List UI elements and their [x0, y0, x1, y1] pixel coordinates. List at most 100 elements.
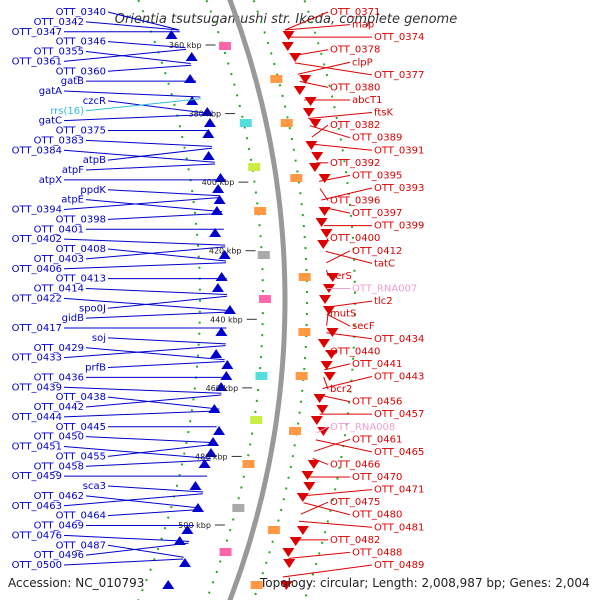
plus-strand-gene: [310, 416, 323, 425]
feature-block: [280, 119, 293, 127]
leader-line: [85, 98, 201, 112]
plus-strand-gene: [303, 482, 316, 491]
plus-strand-gene: [320, 229, 333, 238]
right-gene-label: OTT_RNA007: [352, 284, 417, 295]
leader-line: [312, 457, 329, 465]
leader-line: [63, 446, 211, 459]
right-gene-label: OTT_0441: [352, 359, 402, 370]
tick-label: 420 kbp: [209, 247, 242, 256]
left-gene-label: atpX: [39, 175, 62, 186]
plus-strand-gene: [280, 581, 293, 590]
leader-line: [107, 11, 180, 31]
feature-block: [257, 251, 270, 259]
left-gene-label: OTT_0469: [34, 521, 84, 532]
plus-strand-gene: [317, 240, 330, 249]
plus-strand-gene: [318, 174, 331, 183]
minus-strand-gene: [185, 52, 198, 61]
position-ticks: 360 kbp 380 kbp 400 kbp 420 kbp 440 kbp 460 k…: [169, 41, 257, 530]
leader-line: [85, 311, 227, 319]
minus-strand-gene: [178, 558, 191, 567]
right-gene-label: OTT_0440: [330, 346, 380, 357]
leader-line: [63, 238, 226, 246]
plus-strand-gene: [301, 471, 314, 480]
feature-block: [298, 328, 311, 336]
plus-strand-gene: [305, 141, 318, 150]
leader-line: [282, 564, 373, 578]
right-gene-label: OTT_0397: [352, 208, 402, 219]
backbone-arc: [227, 0, 288, 600]
right-gene-label: OTT_0391: [374, 145, 424, 156]
plus-strand-gene: [323, 372, 336, 381]
right-gene-label: mutS: [330, 309, 356, 320]
left-gene-label: OTT_0414: [34, 284, 84, 295]
right-gene-labels: OTT_0371mapOTT_0374OTT_0378clpPOTT_0377O…: [330, 7, 424, 571]
minus-strand-gene: [218, 250, 231, 259]
right-gene-label: OTT_0461: [352, 434, 402, 445]
right-gene-label: OTT_0392: [330, 158, 380, 169]
left-gene-label: OTT_0422: [12, 293, 62, 304]
leader-line: [63, 386, 222, 394]
feature-block: [267, 526, 280, 534]
leader-line: [107, 443, 214, 457]
feature-block: [219, 548, 232, 556]
plus-strand-gene: [296, 526, 309, 535]
leader-line: [63, 90, 201, 98]
left-gene-label: OTT_0402: [12, 234, 62, 245]
left-gene-label: OTT_0413: [56, 274, 106, 285]
right-gene-label: OTT_0481: [374, 522, 424, 533]
leader-line: [85, 542, 189, 556]
feature-block: [270, 75, 283, 83]
left-gene-label: OTT_0487: [56, 540, 106, 551]
left-gene-label: spo0J: [79, 303, 106, 314]
left-gene-label: OTT_0417: [12, 323, 62, 334]
plus-strand-gene: [299, 75, 312, 84]
left-gene-label: OTT_0384: [12, 145, 62, 156]
tick-label: 400 kbp: [202, 178, 235, 187]
minus-strand-gene: [198, 459, 211, 468]
plus-strand-gene: [315, 218, 328, 227]
left-gene-label: OTT_0500: [12, 560, 62, 571]
right-gene-label: OTT_0374: [374, 32, 424, 43]
feature-block: [250, 581, 263, 589]
plus-strand-gene: [325, 350, 338, 359]
left-gene-label: OTT_0403: [34, 254, 84, 265]
leader-line: [107, 147, 213, 161]
left-gene-label: OTT_0445: [56, 422, 106, 433]
left-gene-label: OTT_0455: [56, 451, 106, 462]
left-gene-label: OTT_0401: [34, 224, 84, 235]
leader-line: [63, 493, 203, 507]
plus-strand-gene: [281, 42, 294, 51]
plus-strand-gene: [317, 339, 330, 348]
plus-strand-gene: [318, 295, 331, 304]
feature-block: [239, 119, 252, 127]
left-gene-label: OTT_0355: [34, 47, 84, 58]
leader-line: [326, 313, 351, 327]
left-gene-label: OTT_0375: [56, 126, 106, 137]
leader-line: [292, 49, 329, 57]
leader-line: [85, 163, 216, 171]
left-gene-label: OTT_0464: [56, 511, 106, 522]
right-gene-label: OTT_0434: [374, 334, 424, 345]
leader-line: [85, 199, 223, 213]
genome-backbone: [227, 0, 288, 600]
leader-line: [316, 426, 329, 434]
feature-block: [258, 295, 271, 303]
right-gene-label: OTT_0482: [330, 535, 380, 546]
dotted-rings: [137, 0, 357, 600]
plus-strand-gene: [304, 97, 317, 106]
tick-label: 500 kbp: [178, 521, 211, 530]
minus-strand-gene: [210, 206, 223, 215]
left-gene-label: OTT_0438: [56, 392, 106, 403]
leader-line: [107, 64, 192, 72]
left-gene-label: OTT_0340: [56, 7, 106, 18]
plus-strand-gene: [311, 152, 324, 161]
leader-line: [318, 174, 351, 182]
right-gene-label: map: [352, 20, 374, 31]
left-gene-label: OTT_0433: [12, 353, 62, 364]
accession-text: Accession: NC_010793: [8, 576, 144, 590]
leader-line: [63, 558, 184, 566]
right-gene-label: tatC: [374, 258, 395, 269]
feature-block: [218, 42, 231, 50]
left-gene-label: OTT_0450: [34, 432, 84, 443]
